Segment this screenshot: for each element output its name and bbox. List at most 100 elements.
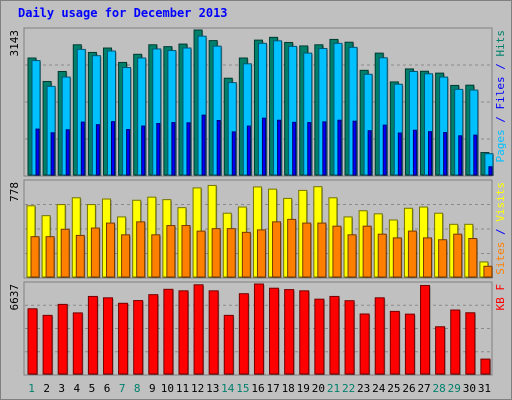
bar-pages — [231, 131, 236, 176]
bar-sites — [438, 239, 448, 278]
x-tick-label-day-31: 31 — [478, 382, 491, 395]
panel-top-max-label: 3143 — [8, 30, 21, 57]
bar-kb-f — [163, 288, 174, 375]
x-tick-label-day-6: 6 — [104, 382, 111, 395]
bar-pages — [201, 114, 206, 176]
x-tick-label-day-4: 4 — [74, 382, 81, 395]
bar-sites — [105, 222, 115, 278]
bar-kb-f — [420, 284, 431, 375]
bar-kb-f — [299, 290, 310, 375]
bar-sites — [45, 236, 55, 278]
bar-pages — [277, 119, 282, 176]
x-tick-label-day-13: 13 — [206, 382, 219, 395]
x-tick-label-day-10: 10 — [161, 382, 174, 395]
bar-kb-f — [178, 290, 189, 375]
bar-sites — [121, 234, 131, 278]
bar-pages — [126, 129, 131, 176]
x-tick-label-day-24: 24 — [372, 382, 386, 395]
bar-pages — [397, 132, 402, 176]
bar-kb-f — [284, 289, 295, 375]
legend-entry: Sites — [494, 242, 507, 275]
x-tick-label-day-15: 15 — [236, 382, 249, 395]
bar-kb-f — [253, 283, 264, 375]
bar-pages — [171, 122, 176, 176]
bar-pages — [412, 129, 417, 176]
bar-kb-f — [465, 312, 476, 375]
x-tick-label-day-5: 5 — [89, 382, 96, 395]
bar-kb-f — [133, 300, 144, 375]
bar-kb-f — [72, 312, 83, 375]
bar-sites — [272, 221, 282, 278]
bar-pages — [261, 117, 266, 176]
x-tick-label-day-11: 11 — [176, 382, 189, 395]
bar-sites — [90, 227, 100, 278]
bar-pages — [488, 166, 493, 176]
bar-pages — [458, 135, 463, 176]
bar-pages — [80, 121, 85, 176]
x-tick-label-day-3: 3 — [58, 382, 65, 395]
bar-pages — [156, 123, 161, 176]
x-tick-label-day-2: 2 — [43, 382, 50, 395]
bar-sites — [287, 218, 297, 278]
bar-sites — [407, 230, 417, 278]
bar-kb-f — [57, 303, 68, 375]
bar-pages — [428, 131, 433, 176]
bar-kb-f — [374, 297, 385, 375]
legend-entry: / — [494, 57, 507, 77]
x-tick-label-day-16: 16 — [251, 382, 264, 395]
bar-pages — [443, 132, 448, 176]
bar-kb-f — [435, 326, 446, 375]
bar-pages — [382, 124, 387, 176]
panel-bottom-legend: KB F — [494, 284, 507, 311]
bar-pages — [65, 129, 70, 176]
x-tick-label-day-25: 25 — [387, 382, 400, 395]
bar-pages — [337, 119, 342, 176]
bar-sites — [347, 234, 357, 278]
x-tick-label-day-18: 18 — [282, 382, 295, 395]
bar-kb-f — [223, 314, 234, 375]
bar-kb-f — [359, 313, 370, 375]
bar-kb-f — [208, 290, 219, 375]
bar-sites — [226, 228, 236, 278]
bar-kb-f — [148, 294, 159, 375]
bar-sites — [166, 225, 176, 278]
bar-sites — [423, 237, 433, 278]
bar-sites — [377, 233, 387, 278]
bar-kb-f — [329, 295, 340, 375]
bar-pages — [50, 132, 55, 176]
x-tick-label-day-14: 14 — [221, 382, 235, 395]
bar-kb-f — [27, 308, 38, 375]
bar-kb-f — [42, 314, 53, 375]
bar-pages — [246, 125, 251, 176]
x-tick-label-day-26: 26 — [402, 382, 415, 395]
bar-kb-f — [193, 284, 204, 375]
bar-sites — [241, 231, 251, 278]
legend-entry: / — [494, 110, 507, 130]
bar-sites — [75, 234, 85, 278]
bar-kb-f — [238, 293, 249, 375]
x-tick-label-day-22: 22 — [342, 382, 355, 395]
legend-entry: / — [494, 222, 507, 242]
x-tick-label-day-19: 19 — [297, 382, 310, 395]
panel-middle-legend: Sites / Visits — [494, 182, 507, 275]
bar-pages — [292, 121, 297, 176]
x-tick-label-day-27: 27 — [417, 382, 430, 395]
x-tick-label-day-29: 29 — [448, 382, 461, 395]
x-tick-label-day-30: 30 — [463, 382, 476, 395]
legend-entry: Visits — [494, 182, 507, 222]
panel-middle-max-label: 778 — [8, 182, 21, 202]
bar-sites — [30, 236, 40, 278]
bar-pages — [186, 122, 191, 176]
bar-sites — [468, 238, 478, 278]
x-tick-label-day-21: 21 — [327, 382, 340, 395]
x-tick-label-day-7: 7 — [119, 382, 126, 395]
bar-sites — [181, 225, 191, 278]
bar-pages — [473, 134, 478, 176]
bar-sites — [136, 221, 146, 278]
bar-kb-f — [102, 297, 113, 375]
bar-sites — [60, 228, 70, 278]
legend-entry: Pages — [494, 129, 507, 162]
bar-kb-f — [404, 313, 415, 375]
bar-kb-f — [87, 295, 98, 375]
